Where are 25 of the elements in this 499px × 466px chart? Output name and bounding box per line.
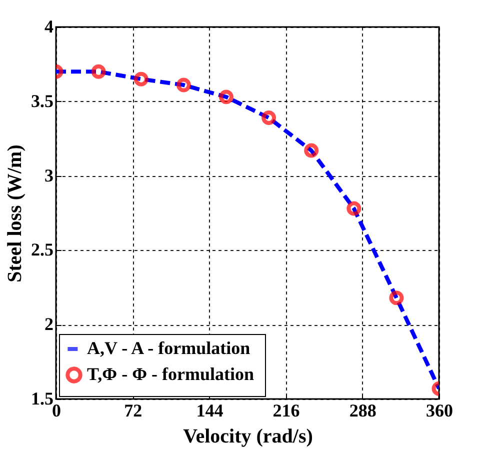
y-tick-label: 1.5 (31, 388, 54, 408)
x-tick-label: 144 (196, 400, 224, 420)
point (262, 110, 276, 125)
point (176, 78, 191, 92)
x-tick-label: 360 (426, 400, 453, 420)
legend-label: A,V - A - formulation (87, 338, 250, 358)
x-tick-label: 288 (349, 400, 376, 420)
legend-label: T,Φ - Φ - formulation (87, 364, 254, 384)
point (134, 72, 148, 86)
y-tick-label: 2.5 (31, 240, 54, 260)
y-axis-title: Steel loss (W/m) (4, 144, 26, 282)
x-tick-label: 72 (124, 400, 142, 420)
point (91, 64, 106, 79)
x-axis-title: Velocity (rad/s) (183, 426, 313, 448)
x-tick-label: 0 (52, 400, 61, 420)
x-tick-label: 216 (272, 400, 300, 420)
y-tick-label: 3 (44, 165, 54, 186)
point (218, 90, 234, 104)
point (389, 290, 404, 306)
line-series (56, 70, 439, 391)
point (346, 201, 362, 216)
point (304, 143, 319, 158)
y-tick-label: 2 (44, 314, 54, 334)
y-tick-label: 3.5 (31, 90, 54, 111)
y-tick-label: 4 (44, 16, 54, 36)
